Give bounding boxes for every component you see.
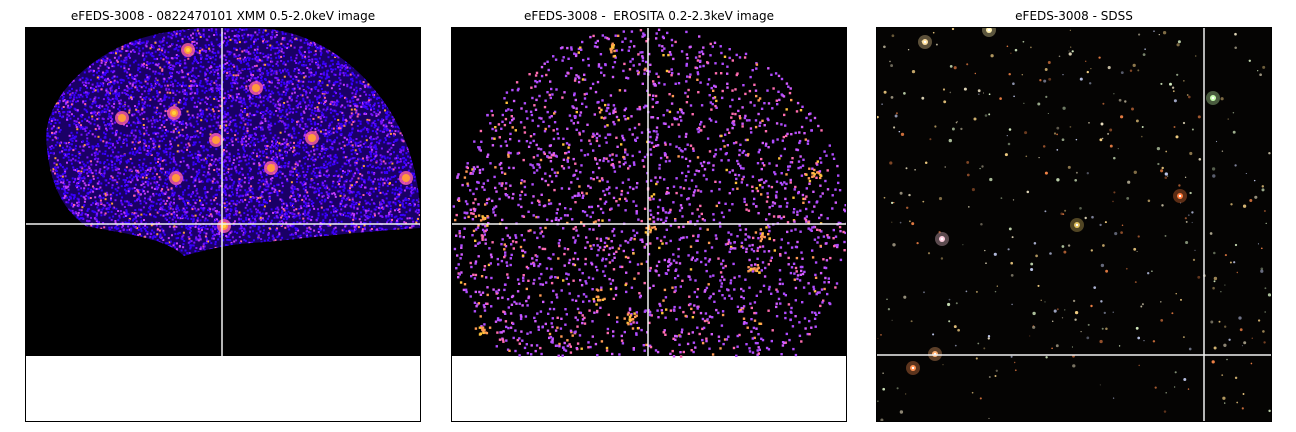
xmm-image-frame <box>25 27 421 422</box>
sdss-image-frame <box>876 27 1272 422</box>
sdss-sources <box>877 28 1271 421</box>
erosita-image-background <box>452 28 846 356</box>
xmm-panel-title: eFEDS-3008 - 0822470101 XMM 0.5-2.0keV i… <box>70 9 376 23</box>
erosita-panel-title: eFEDS-3008 - EROSITA 0.2-2.3keV image <box>523 9 775 23</box>
erosita-empty-area <box>452 356 846 421</box>
sdss-optical-image <box>877 28 1271 421</box>
erosita-image-frame <box>451 27 847 422</box>
xmm-xray-image <box>26 28 420 421</box>
erosita-panel: eFEDS-3008 - EROSITA 0.2-2.3keV image <box>451 0 847 432</box>
sdss-panel-title: eFEDS-3008 - SDSS <box>1015 9 1133 23</box>
sdss-panel: eFEDS-3008 - SDSS <box>876 0 1272 432</box>
xmm-panel: eFEDS-3008 - 0822470101 XMM 0.5-2.0keV i… <box>25 0 421 432</box>
xmm-empty-area <box>26 356 420 421</box>
erosita-xray-image <box>452 28 846 421</box>
erosita-photon-events <box>452 28 846 358</box>
